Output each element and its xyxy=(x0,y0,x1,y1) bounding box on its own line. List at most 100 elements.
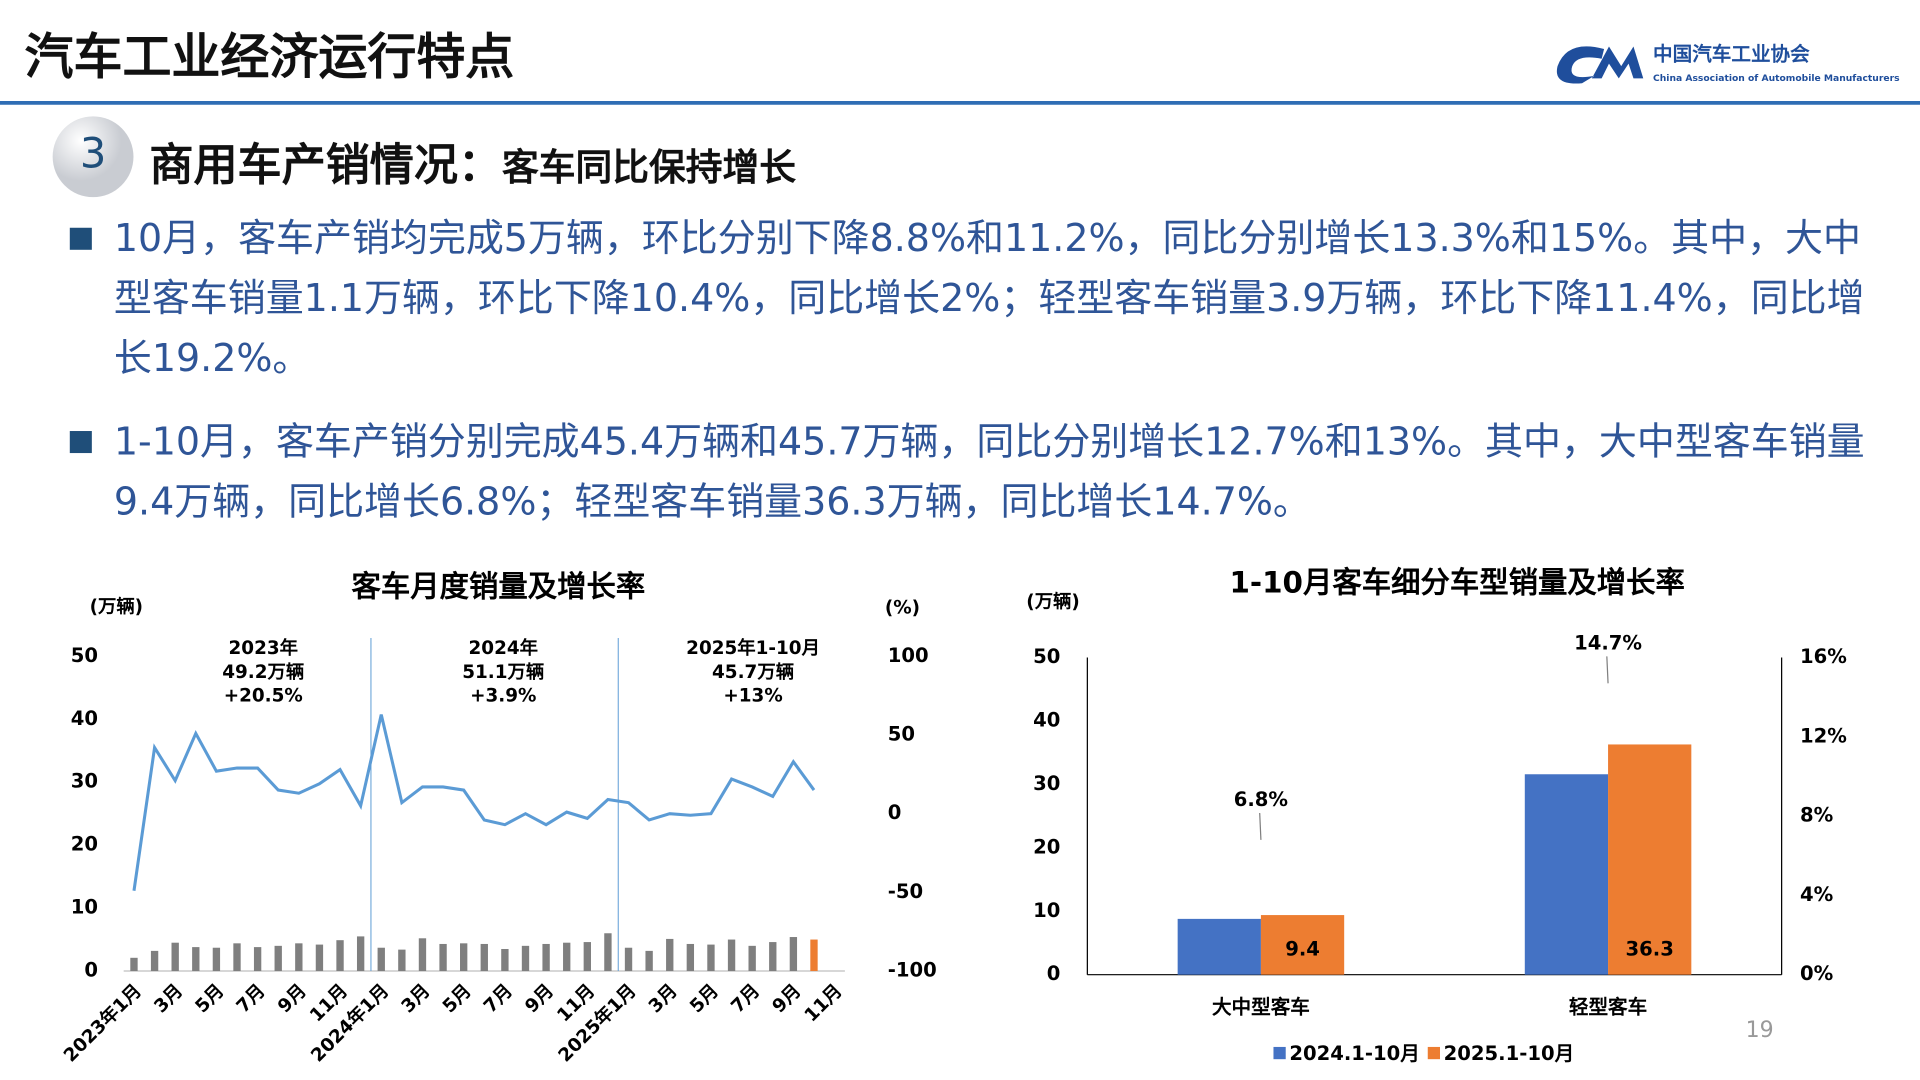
bullet-text: 1-10月，客车产销分别完成45.4万辆和45.7万辆，同比分别增长12.7%和… xyxy=(113,420,1865,525)
bar xyxy=(1260,915,1345,975)
bar xyxy=(727,939,736,972)
y2-tick-label: 16% xyxy=(1800,645,1847,668)
value-label: 9.4 xyxy=(1285,938,1320,961)
bar xyxy=(645,950,653,972)
bar xyxy=(418,938,427,972)
x-tick-label: 7月 xyxy=(727,980,764,1017)
growth-label: 14.7% xyxy=(1574,632,1642,655)
growth-label: 6.8% xyxy=(1234,788,1288,811)
bar xyxy=(192,947,200,972)
value-label: 36.3 xyxy=(1626,938,1674,961)
bar xyxy=(686,943,695,972)
bar xyxy=(624,947,633,972)
y-tick-label: 30 xyxy=(1033,772,1060,795)
bar xyxy=(398,949,406,972)
bar xyxy=(377,947,385,972)
line xyxy=(132,714,816,891)
y2-tick-label: 12% xyxy=(1800,724,1847,747)
bar xyxy=(480,943,488,972)
bar xyxy=(150,950,159,972)
bar xyxy=(295,943,303,972)
bullet-marker xyxy=(69,431,92,454)
y-axis-label: (万辆) xyxy=(90,595,144,617)
bar xyxy=(130,957,138,972)
bar xyxy=(810,939,818,972)
page-title: 汽车工业经济运行特点 xyxy=(24,29,515,86)
x-tick-label: 轻型客车 xyxy=(1569,995,1647,1018)
bar xyxy=(315,944,324,972)
y2-tick-label: 50 xyxy=(888,723,915,746)
bar xyxy=(356,936,365,972)
growth-marker xyxy=(1259,812,1262,840)
chart-title: 1-10月客车细分车型销量及增长率 xyxy=(1229,566,1684,600)
bullet-text: 10月，客车产销均完成5万辆，环比分别下降8.8%和11.2%，同比分别增长13… xyxy=(113,216,1865,381)
logo-mark xyxy=(1556,46,1644,84)
y-tick-label: 20 xyxy=(1033,835,1060,858)
annotation: 2024年 xyxy=(469,637,538,659)
x-tick-label: 7月 xyxy=(480,980,517,1017)
bar xyxy=(439,943,447,972)
y2-tick-label: -100 xyxy=(888,959,937,982)
y-tick-label: 50 xyxy=(71,644,98,667)
logo-name: 中国汽车工业协会 xyxy=(1653,43,1810,66)
bar xyxy=(274,945,282,972)
section-title-main: 商用车产销情况： xyxy=(149,140,503,192)
bar xyxy=(563,942,571,972)
annotation: 2023年 xyxy=(229,637,298,659)
growth-marker xyxy=(1606,656,1609,684)
legend-label: 2025.1-10月 xyxy=(1444,1042,1575,1065)
annotation: +20.5% xyxy=(224,686,303,707)
x-tick-label: 大中型客车 xyxy=(1212,995,1310,1018)
x-tick-label: 11月 xyxy=(801,980,847,1026)
y2-tick-label: -50 xyxy=(888,880,923,903)
x-tick-label: 5月 xyxy=(439,980,476,1017)
y2-tick-label: 0% xyxy=(1800,962,1833,985)
y-tick-label: 40 xyxy=(1033,708,1060,731)
section-number: 3 xyxy=(80,129,106,178)
section-badge xyxy=(52,116,134,198)
bar xyxy=(789,937,798,972)
x-tick-label: 5月 xyxy=(686,980,723,1017)
y-tick-label: 20 xyxy=(71,833,98,856)
bar xyxy=(1177,918,1261,975)
y2-tick-label: 100 xyxy=(888,644,929,667)
annotation: +13% xyxy=(723,686,782,707)
page-number: 19 xyxy=(1746,1018,1774,1043)
legend-swatch xyxy=(1273,1046,1286,1060)
bar xyxy=(748,945,756,972)
y2-tick-label: 8% xyxy=(1800,804,1833,827)
section-subtitle: 客车同比保持增长 xyxy=(502,146,796,190)
x-tick-label: 7月 xyxy=(233,980,270,1017)
y-tick-label: 50 xyxy=(1033,645,1060,668)
bar xyxy=(336,940,344,972)
y2-tick-label: 0 xyxy=(888,801,902,824)
legend-label: 2024.1-10月 xyxy=(1289,1042,1419,1065)
y2-tick-label: 4% xyxy=(1800,883,1833,906)
x-tick-label: 3月 xyxy=(150,980,187,1017)
chart-title: 客车月度销量及增长率 xyxy=(351,569,645,603)
annotation: 49.2万辆 xyxy=(222,661,304,683)
bar xyxy=(1608,744,1692,975)
annotation: +3.9% xyxy=(470,686,536,707)
x-tick-label: 2023年1月 xyxy=(59,980,146,1067)
y-tick-label: 10 xyxy=(1033,899,1060,922)
bar xyxy=(501,948,509,972)
y-tick-label: 0 xyxy=(1047,962,1061,985)
annotation: 2025年1-10月 xyxy=(686,637,820,659)
annotation: 51.1万辆 xyxy=(462,661,544,683)
bar xyxy=(233,943,241,972)
x-tick-label: 3月 xyxy=(398,980,435,1017)
y2-axis-label: (%) xyxy=(885,598,920,619)
x-tick-label: 5月 xyxy=(192,980,229,1017)
bullet-marker xyxy=(69,227,92,250)
section-title: 商用车产销情况：客车同比保持增长 xyxy=(149,130,796,194)
y-axis-label: (万辆) xyxy=(1026,590,1080,612)
y-tick-label: 40 xyxy=(71,707,98,730)
logo-subtitle: China Association of Automobile Manufact… xyxy=(1653,73,1900,84)
bar xyxy=(521,945,530,972)
bar xyxy=(707,944,715,972)
y-tick-label: 10 xyxy=(71,896,98,919)
